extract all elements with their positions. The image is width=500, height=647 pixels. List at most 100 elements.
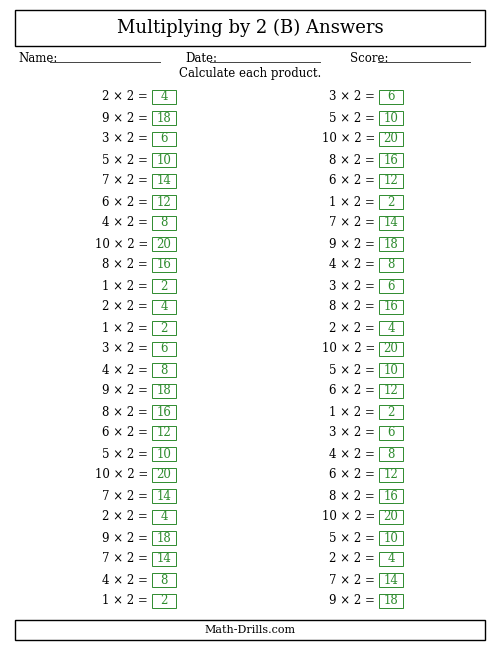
Text: 2: 2 (388, 195, 394, 208)
Text: 6: 6 (387, 280, 395, 292)
Text: 18: 18 (384, 595, 398, 608)
Text: 8: 8 (160, 217, 168, 230)
Text: 10 × 2 =: 10 × 2 = (322, 510, 375, 523)
Text: 3 × 2 =: 3 × 2 = (102, 342, 148, 355)
FancyBboxPatch shape (152, 426, 176, 440)
Text: 20: 20 (156, 237, 172, 250)
Text: 2: 2 (160, 280, 168, 292)
Text: 1 × 2 =: 1 × 2 = (102, 280, 148, 292)
FancyBboxPatch shape (152, 594, 176, 608)
FancyBboxPatch shape (152, 258, 176, 272)
FancyBboxPatch shape (379, 321, 403, 335)
Text: 4: 4 (160, 510, 168, 523)
Text: 10 × 2 =: 10 × 2 = (95, 237, 148, 250)
FancyBboxPatch shape (379, 510, 403, 524)
Text: 20: 20 (384, 510, 398, 523)
Text: 10: 10 (156, 153, 172, 166)
Text: 7 × 2 =: 7 × 2 = (329, 573, 375, 586)
Text: 8: 8 (160, 364, 168, 377)
Text: 6: 6 (387, 426, 395, 439)
Text: 5 × 2 =: 5 × 2 = (102, 153, 148, 166)
Text: 7 × 2 =: 7 × 2 = (329, 217, 375, 230)
FancyBboxPatch shape (379, 489, 403, 503)
FancyBboxPatch shape (379, 447, 403, 461)
FancyBboxPatch shape (15, 620, 485, 640)
Text: 8: 8 (388, 259, 394, 272)
FancyBboxPatch shape (152, 174, 176, 188)
Text: 14: 14 (156, 553, 172, 565)
Text: 12: 12 (156, 426, 172, 439)
FancyBboxPatch shape (379, 237, 403, 251)
Text: 10 × 2 =: 10 × 2 = (322, 342, 375, 355)
FancyBboxPatch shape (152, 237, 176, 251)
Text: 9 × 2 =: 9 × 2 = (102, 384, 148, 397)
FancyBboxPatch shape (379, 174, 403, 188)
FancyBboxPatch shape (379, 405, 403, 419)
FancyBboxPatch shape (379, 216, 403, 230)
FancyBboxPatch shape (379, 195, 403, 209)
Text: 14: 14 (156, 490, 172, 503)
Text: Name:: Name: (18, 52, 58, 65)
FancyBboxPatch shape (379, 153, 403, 167)
FancyBboxPatch shape (379, 594, 403, 608)
Text: 10 × 2 =: 10 × 2 = (322, 133, 375, 146)
Text: 20: 20 (156, 468, 172, 481)
Text: 8 × 2 =: 8 × 2 = (329, 490, 375, 503)
Text: 20: 20 (384, 342, 398, 355)
Text: 6 × 2 =: 6 × 2 = (102, 195, 148, 208)
Text: Calculate each product.: Calculate each product. (179, 67, 321, 80)
Text: 2 × 2 =: 2 × 2 = (329, 553, 375, 565)
Text: 18: 18 (156, 111, 172, 124)
Text: 4 × 2 =: 4 × 2 = (102, 217, 148, 230)
Text: 7 × 2 =: 7 × 2 = (102, 490, 148, 503)
Text: 4: 4 (160, 91, 168, 104)
FancyBboxPatch shape (379, 468, 403, 482)
Text: 10: 10 (384, 531, 398, 545)
Text: 4: 4 (387, 322, 395, 334)
FancyBboxPatch shape (152, 90, 176, 104)
Text: 12: 12 (384, 175, 398, 188)
Text: 18: 18 (156, 384, 172, 397)
Text: 6 × 2 =: 6 × 2 = (329, 175, 375, 188)
Text: 4: 4 (387, 553, 395, 565)
Text: 9 × 2 =: 9 × 2 = (329, 595, 375, 608)
Text: 16: 16 (384, 300, 398, 314)
Text: 14: 14 (384, 217, 398, 230)
Text: 6 × 2 =: 6 × 2 = (329, 384, 375, 397)
FancyBboxPatch shape (152, 468, 176, 482)
FancyBboxPatch shape (152, 363, 176, 377)
Text: 16: 16 (384, 490, 398, 503)
Text: 12: 12 (156, 195, 172, 208)
Text: 16: 16 (156, 259, 172, 272)
FancyBboxPatch shape (152, 405, 176, 419)
FancyBboxPatch shape (152, 384, 176, 398)
Text: 6: 6 (160, 133, 168, 146)
FancyBboxPatch shape (379, 132, 403, 146)
Text: 2 × 2 =: 2 × 2 = (102, 510, 148, 523)
Text: 10: 10 (384, 364, 398, 377)
Text: 14: 14 (384, 573, 398, 586)
Text: 8 × 2 =: 8 × 2 = (102, 259, 148, 272)
Text: 1 × 2 =: 1 × 2 = (329, 406, 375, 419)
FancyBboxPatch shape (152, 531, 176, 545)
Text: 2: 2 (160, 322, 168, 334)
Text: 2 × 2 =: 2 × 2 = (329, 322, 375, 334)
Text: 4 × 2 =: 4 × 2 = (329, 448, 375, 461)
Text: 9 × 2 =: 9 × 2 = (102, 531, 148, 545)
Text: 4 × 2 =: 4 × 2 = (102, 573, 148, 586)
Text: 1 × 2 =: 1 × 2 = (102, 322, 148, 334)
Text: 16: 16 (384, 153, 398, 166)
FancyBboxPatch shape (152, 216, 176, 230)
Text: 2 × 2 =: 2 × 2 = (102, 300, 148, 314)
Text: 9 × 2 =: 9 × 2 = (102, 111, 148, 124)
Text: 2: 2 (388, 406, 394, 419)
FancyBboxPatch shape (152, 552, 176, 566)
Text: 4 × 2 =: 4 × 2 = (102, 364, 148, 377)
FancyBboxPatch shape (152, 447, 176, 461)
Text: 4: 4 (160, 300, 168, 314)
Text: 3 × 2 =: 3 × 2 = (329, 91, 375, 104)
FancyBboxPatch shape (152, 510, 176, 524)
FancyBboxPatch shape (379, 300, 403, 314)
FancyBboxPatch shape (379, 552, 403, 566)
FancyBboxPatch shape (152, 573, 176, 587)
